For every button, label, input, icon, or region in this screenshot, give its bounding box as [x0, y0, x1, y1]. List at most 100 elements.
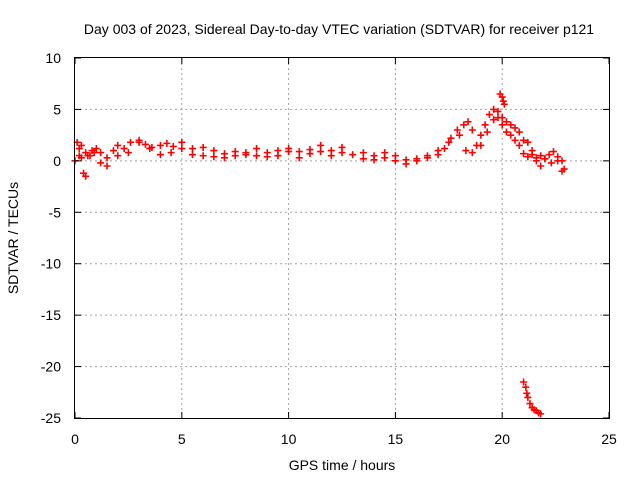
data-point: [349, 151, 357, 159]
x-tick-labels: 0 5 10 15 20 25: [71, 431, 617, 447]
data-point: [103, 162, 111, 170]
data-point: [483, 128, 491, 136]
data-point: [413, 155, 421, 163]
x-tick-label: 5: [178, 431, 186, 447]
series-3: [520, 378, 545, 418]
x-tick-label: 20: [494, 431, 510, 447]
x-axis-label: GPS time / hours: [289, 457, 396, 473]
data-point: [434, 147, 442, 155]
data-point: [97, 149, 105, 157]
data-point: [82, 172, 90, 180]
data-point: [163, 139, 171, 147]
data-point: [511, 136, 519, 144]
data-point: [554, 157, 562, 165]
data-point: [199, 152, 207, 160]
data-point: [391, 157, 399, 165]
plot-frame: [74, 57, 610, 419]
data-point: [477, 131, 485, 139]
data-point: [494, 114, 502, 122]
data-point: [274, 152, 282, 160]
data-point: [537, 152, 545, 160]
data-point: [468, 126, 476, 134]
x-tick-label: 10: [281, 431, 297, 447]
y-tick-label: -25: [41, 410, 61, 426]
data-point: [460, 121, 468, 129]
data-point: [528, 151, 536, 159]
data-point: [188, 145, 196, 153]
data-point: [338, 149, 346, 157]
data-point: [317, 148, 325, 156]
data-point: [210, 153, 218, 161]
data-point: [520, 136, 528, 144]
y-tick-label: 10: [45, 50, 61, 66]
data-point: [549, 148, 557, 156]
data-point: [507, 121, 515, 129]
data-point: [507, 131, 515, 139]
data-point: [453, 126, 461, 134]
data-point: [92, 145, 100, 153]
y-tick-labels: 10 5 0 -5 -10 -15 -20 -25: [41, 50, 61, 426]
data-point: [558, 167, 566, 175]
x-tick-label: 15: [388, 431, 404, 447]
data-point: [485, 111, 493, 119]
data-point: [77, 141, 85, 149]
data-point: [423, 152, 431, 160]
data-point: [545, 151, 553, 159]
data-point: [537, 162, 545, 170]
grid: [75, 58, 609, 418]
data-point: [295, 148, 303, 156]
data-point: [402, 160, 410, 168]
data-point: [445, 138, 453, 146]
data-point: [500, 100, 508, 108]
data-point: [524, 138, 532, 146]
data-point: [462, 147, 470, 155]
data-point: [523, 389, 531, 397]
data-point: [97, 159, 105, 167]
data-point: [468, 149, 476, 157]
data-point: [520, 378, 528, 386]
series-1: [75, 114, 566, 175]
series-2: [496, 90, 508, 108]
y-tick-label: 0: [53, 153, 61, 169]
data-point: [522, 383, 530, 391]
y-tick-label: -20: [41, 359, 61, 375]
data-point: [178, 138, 186, 146]
data-points: [71, 90, 568, 418]
data-point: [447, 134, 455, 142]
data-point: [511, 124, 519, 132]
data-point: [524, 153, 532, 161]
data-point: [146, 145, 154, 153]
data-point: [464, 118, 472, 126]
y-axis-label: SDTVAR / TECUs: [5, 182, 21, 294]
data-point: [541, 155, 549, 163]
y-tick-label: -15: [41, 307, 61, 323]
data-point: [242, 149, 250, 157]
data-point: [359, 149, 367, 157]
data-point: [263, 153, 271, 161]
data-point: [359, 155, 367, 163]
data-point: [526, 400, 534, 408]
data-point: [285, 148, 293, 156]
data-point: [169, 142, 177, 150]
data-point: [156, 141, 164, 149]
data-point: [188, 151, 196, 159]
data-point: [103, 154, 111, 162]
data-point: [515, 141, 523, 149]
data-point: [520, 150, 528, 158]
data-point: [135, 138, 143, 146]
data-point: [114, 141, 122, 149]
data-point: [441, 145, 449, 153]
data-point: [524, 393, 532, 401]
data-point: [295, 154, 303, 162]
data-point: [114, 152, 122, 160]
data-point: [327, 152, 335, 160]
data-point: [532, 157, 540, 165]
data-point: [178, 145, 186, 153]
data-point: [381, 154, 389, 162]
y-tick-label: -10: [41, 256, 61, 272]
data-point: [231, 152, 239, 160]
data-point: [490, 105, 498, 113]
axis-ticks: [74, 57, 610, 419]
data-point: [127, 138, 135, 146]
